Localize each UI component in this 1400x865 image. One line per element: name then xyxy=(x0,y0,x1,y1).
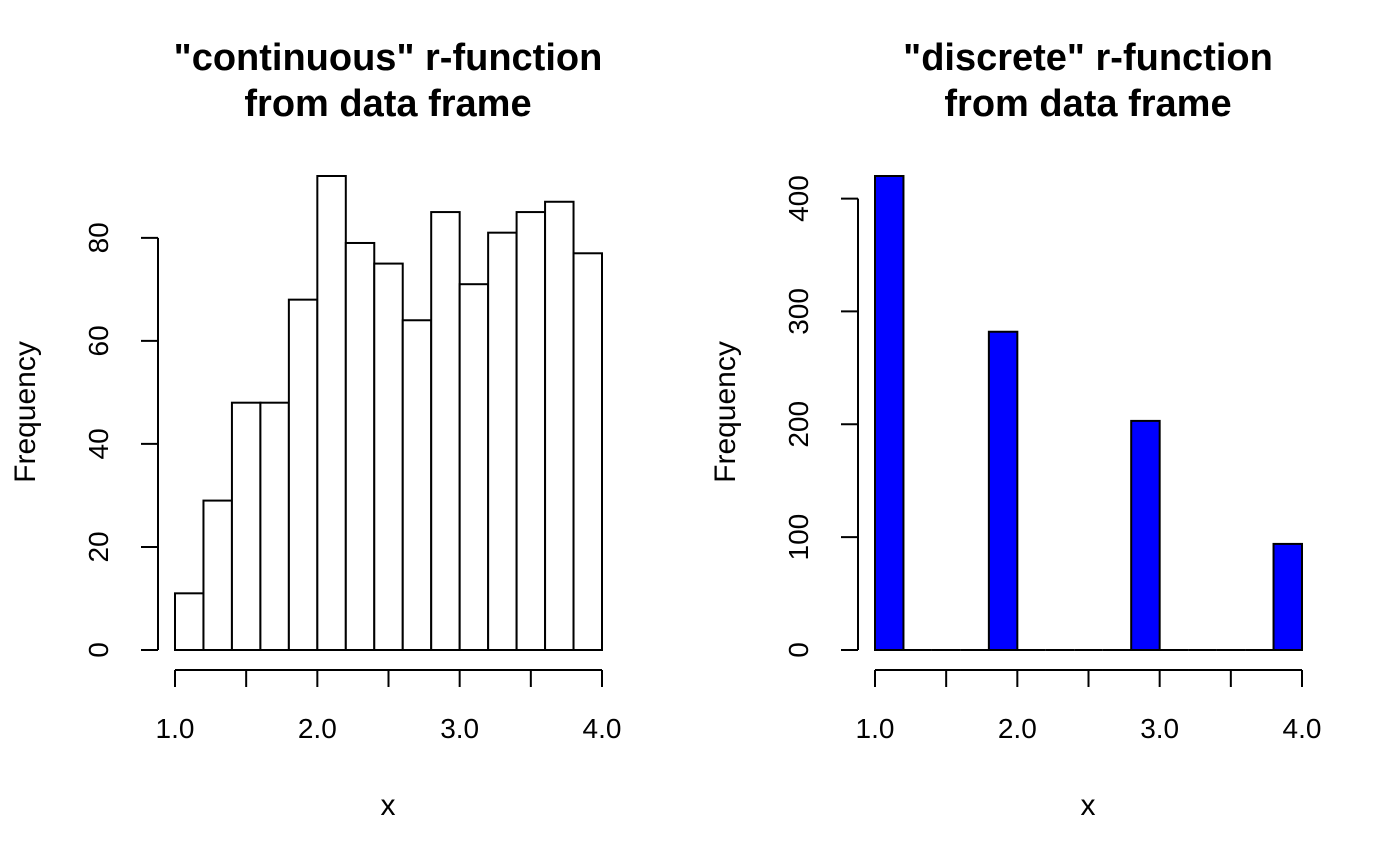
y-tick-label: 80 xyxy=(83,222,114,253)
histogram-bar xyxy=(174,592,205,652)
x-tick-label: 1.0 xyxy=(156,713,195,744)
histogram-bar xyxy=(458,283,490,651)
chart-title-line-1: "discrete" r-function xyxy=(903,37,1273,79)
histogram-bars xyxy=(174,175,603,652)
histogram-bar xyxy=(401,319,433,651)
y-tick-label: 40 xyxy=(83,428,114,459)
y-axis: 0 100 200 300 400 xyxy=(783,175,859,658)
x-tick-label: 4.0 xyxy=(583,713,622,744)
histogram-bar xyxy=(1130,419,1161,651)
discrete-histogram-panel: "discrete" r-function from data frame x … xyxy=(709,37,1321,822)
y-tick-label: 0 xyxy=(783,642,814,658)
chart-title-line-1: "continuous" r-function xyxy=(174,37,603,79)
y-tick-label: 300 xyxy=(783,288,814,335)
histogram-bar xyxy=(259,401,290,651)
y-axis: 0 20 40 60 80 xyxy=(83,222,159,658)
chart-title-line-2: from data frame xyxy=(244,83,531,125)
x-tick-label: 3.0 xyxy=(440,713,479,744)
histogram-bar xyxy=(572,252,603,651)
y-tick-label: 200 xyxy=(783,401,814,448)
x-axis-label: x xyxy=(381,789,396,822)
histogram-bar xyxy=(373,262,404,651)
x-tick-label: 2.0 xyxy=(998,713,1037,744)
histogram-bar xyxy=(487,231,518,651)
y-axis-label: Frequency xyxy=(709,341,742,483)
histogram-bar xyxy=(202,499,233,651)
chart-title-line-2: from data frame xyxy=(944,83,1231,125)
x-tick-label: 4.0 xyxy=(1283,713,1322,744)
x-axis: 1.0 2.0 3.0 4.0 xyxy=(156,669,622,744)
histogram-bar xyxy=(430,211,461,651)
histogram-bar xyxy=(1272,542,1303,652)
histogram-bar xyxy=(316,175,347,651)
y-tick-label: 0 xyxy=(83,642,114,658)
histogram-bars xyxy=(874,175,1303,652)
histogram-bar xyxy=(230,401,262,651)
x-tick-label: 3.0 xyxy=(1140,713,1179,744)
histogram-bar xyxy=(515,211,547,651)
histogram-bar xyxy=(344,241,376,651)
continuous-histogram-panel: "continuous" r-function from data frame … xyxy=(9,37,621,822)
x-axis: 1.0 2.0 3.0 4.0 xyxy=(856,669,1322,744)
y-tick-label: 400 xyxy=(783,175,814,222)
y-axis-label: Frequency xyxy=(9,341,42,483)
histogram-bar xyxy=(287,298,319,651)
y-tick-label: 100 xyxy=(783,514,814,561)
histogram-bar xyxy=(987,330,1019,651)
y-tick-label: 60 xyxy=(83,325,114,356)
x-tick-label: 1.0 xyxy=(856,713,895,744)
x-tick-label: 2.0 xyxy=(298,713,337,744)
y-tick-label: 20 xyxy=(83,531,114,562)
x-axis-label: x xyxy=(1081,789,1096,822)
histogram-bar xyxy=(874,175,905,651)
histogram-bar xyxy=(544,200,575,651)
